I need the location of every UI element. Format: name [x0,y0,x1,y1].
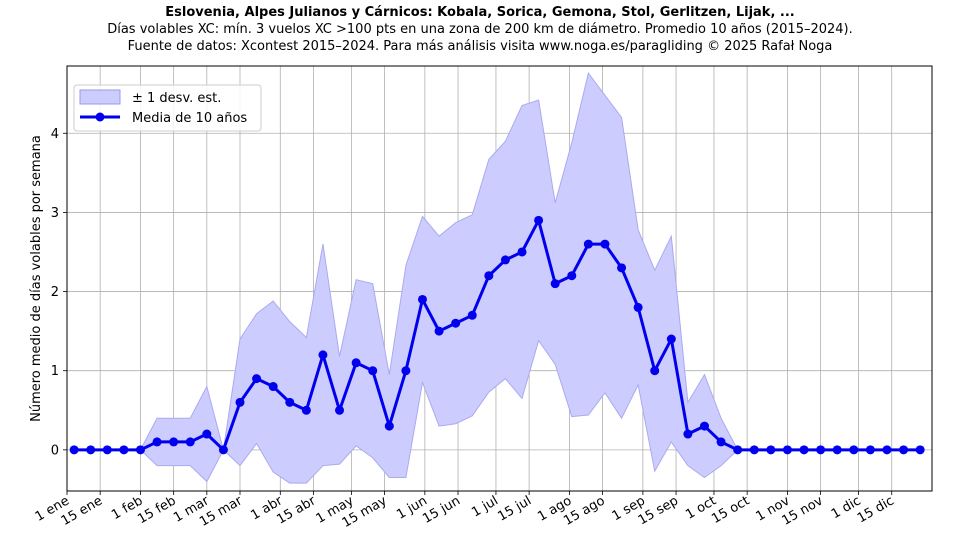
mean-point [285,397,295,407]
mean-point [550,279,560,289]
mean-point [202,429,212,439]
mean-point [401,366,411,376]
mean-point [268,382,278,392]
chart-title: Eslovenia, Alpes Julianos y Cárnicos: Ko… [165,5,795,20]
mean-point [882,445,892,455]
mean-point [434,326,444,336]
mean-line [74,218,921,452]
mean-point [252,374,262,384]
mean-point [782,445,792,455]
mean-point [583,239,593,249]
mean-point [451,318,461,328]
mean-point [218,445,228,455]
x-tick-label: 15 abr [274,493,319,527]
mean-points-layer [69,215,925,455]
mean-point [915,445,925,455]
legend-marker-swatch [95,112,105,122]
mean-point [617,263,627,273]
chart-titles: Eslovenia, Alpes Julianos y Cárnicos: Ko… [0,4,960,55]
mean-point [467,310,477,320]
chart-subtitle-source: Fuente de datos: Xcontest 2015–2024. Par… [127,39,833,54]
mean-point [417,294,427,304]
mean-point [899,445,909,455]
mean-point [799,445,809,455]
y-tick-label: 3 [51,206,59,221]
mean-point [368,366,378,376]
legend-box [73,84,262,132]
mean-point [766,445,776,455]
mean-point [169,437,179,447]
y-tick-label: 2 [51,285,59,300]
std-dev-band-layer [74,71,921,484]
x-tick-label: 15 feb [135,493,178,527]
mean-point [633,302,643,312]
mean-point [119,445,129,455]
mean-point [683,429,693,439]
legend-band-swatch [79,89,121,105]
mean-point [716,437,726,447]
mean-point [351,358,361,368]
mean-point [86,445,96,455]
mean-point [384,421,394,431]
mean-point [865,445,875,455]
y-tick-label: 1 [51,364,59,379]
mean-point [517,247,527,257]
x-tick-label: 1 jul [469,493,501,520]
y-tick-label: 0 [51,443,59,458]
mean-line-layer [74,218,921,452]
mean-point [102,445,112,455]
x-tick-label: 15 oct [709,493,752,526]
mean-point [733,445,743,455]
mean-point [335,405,345,415]
mean-point [749,445,759,455]
legend-label-band: ± 1 desv. est. [132,91,221,106]
x-tick-label: 15 jul [495,493,534,524]
mean-point [135,445,145,455]
mean-point [534,215,544,225]
legend-label-mean: Media de 10 años [132,111,247,126]
mean-point [152,437,162,447]
chart-subtitle-definition: Días volables XC: mín. 3 vuelos XC >100 … [107,22,853,37]
mean-point [500,255,510,265]
mean-point [600,239,610,249]
y-tick-label: 4 [51,127,59,142]
mean-point [650,366,660,376]
std-dev-band [74,71,921,484]
x-tick-label: 15 jun [420,493,463,526]
mean-point [849,445,859,455]
mean-point [832,445,842,455]
mean-point [484,271,494,281]
mean-point [567,271,577,281]
mean-point [185,437,195,447]
mean-point [666,334,676,344]
plot-frame [66,65,933,492]
y-axis-label: Número medio de días volables por semana [29,135,44,422]
mean-point [69,445,79,455]
mean-point [699,421,709,431]
mean-point [301,405,311,415]
x-tick-label: 15 dic [855,493,897,526]
mean-point [318,350,328,360]
mean-point [816,445,826,455]
mean-point [235,397,245,407]
legend: ± 1 desv. est. Media de 10 años [73,84,262,132]
